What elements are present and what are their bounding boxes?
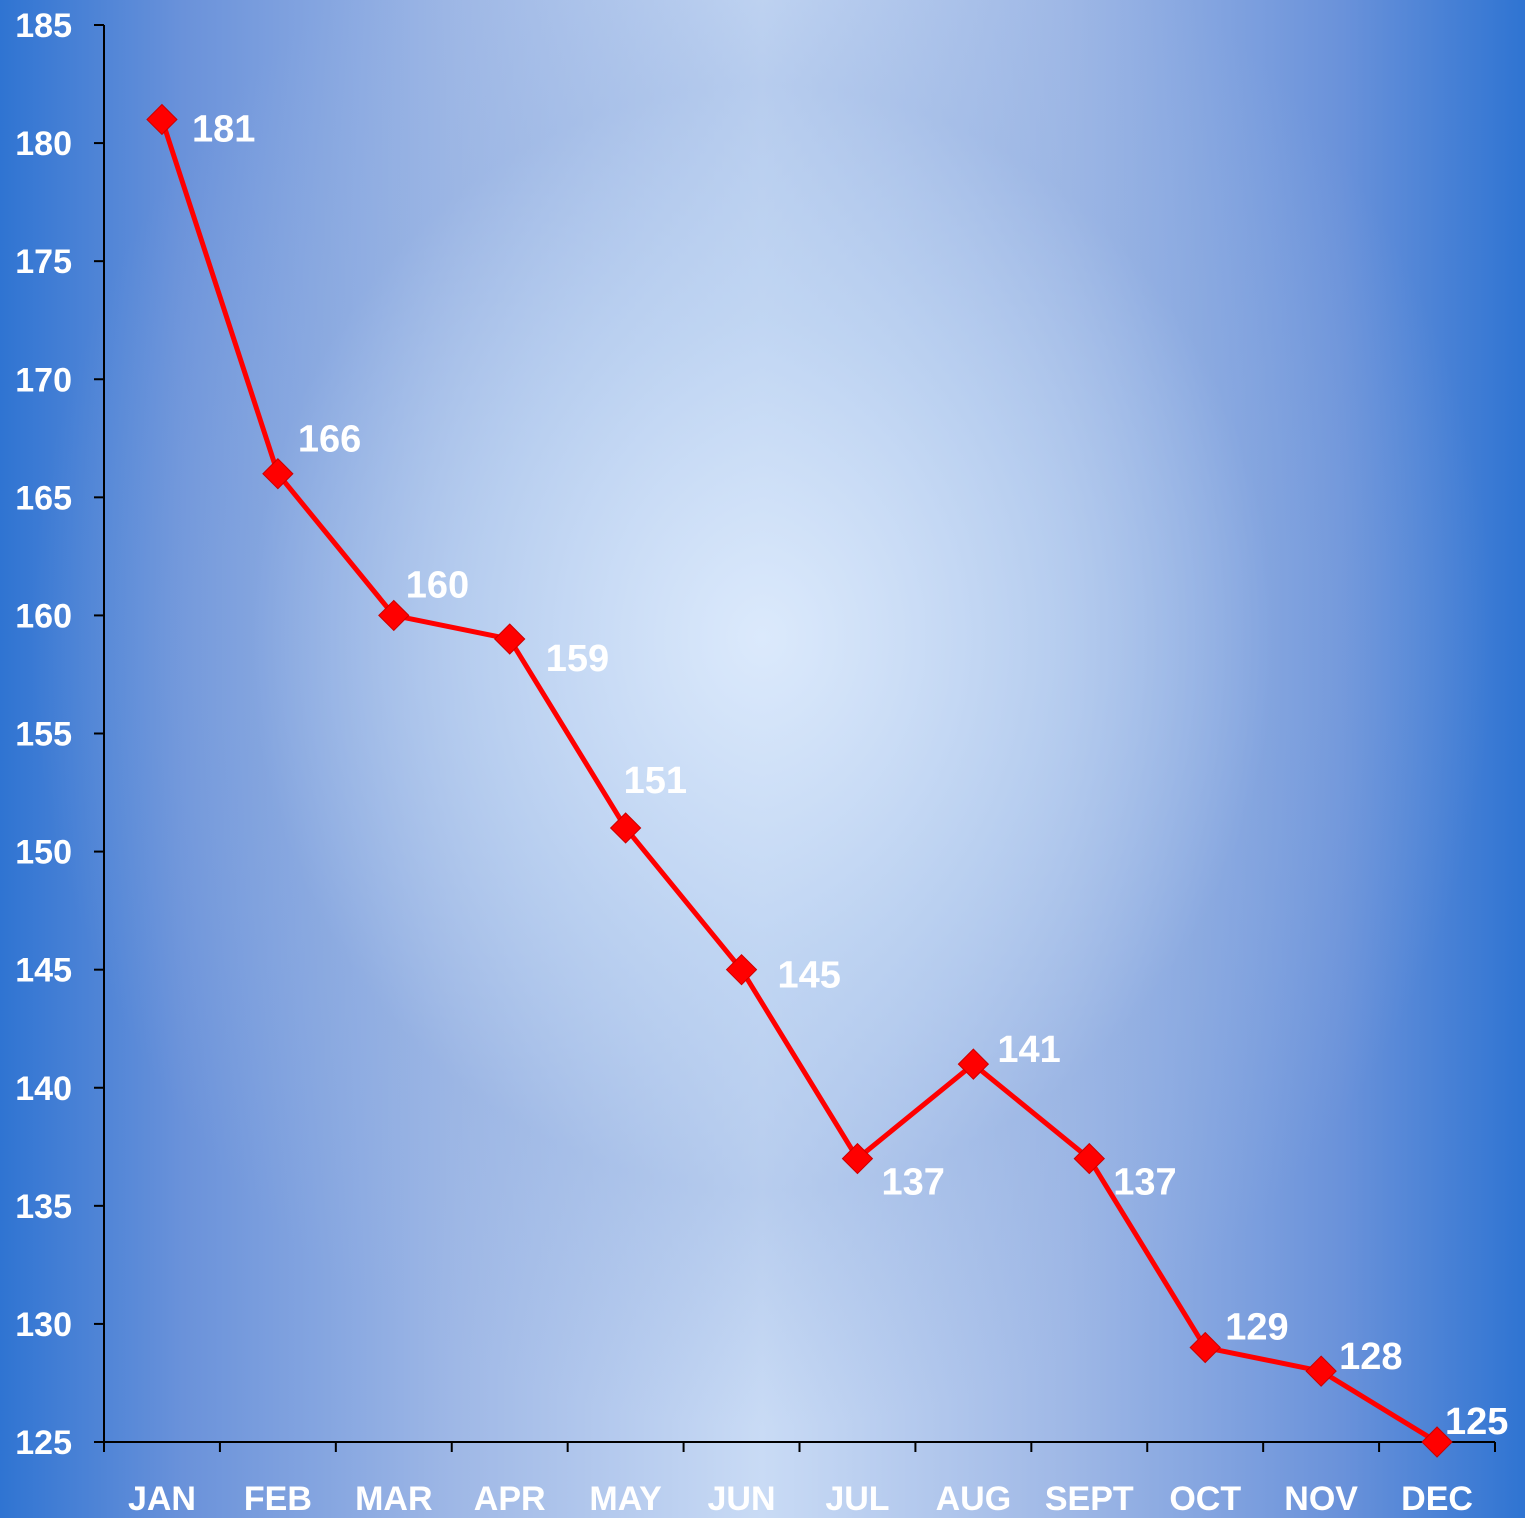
data-label: 145 xyxy=(778,955,841,997)
data-point-marker xyxy=(1073,1142,1105,1175)
x-tick-label: APR xyxy=(474,1480,546,1518)
data-point-marker xyxy=(1189,1331,1221,1364)
x-tick-label: JUN xyxy=(708,1480,776,1518)
series-line xyxy=(159,118,1439,1445)
y-tick-label: 185 xyxy=(15,7,72,45)
data-label: 128 xyxy=(1339,1336,1402,1378)
data-point-marker xyxy=(378,599,410,632)
x-tick-label: OCT xyxy=(1169,1480,1241,1518)
y-tick-label: 160 xyxy=(15,597,72,635)
y-tick-label: 175 xyxy=(15,243,72,281)
x-tick-label: JUL xyxy=(825,1480,889,1518)
y-tick-label: 130 xyxy=(15,1306,72,1344)
data-point-marker xyxy=(725,953,758,986)
axes: 125 130 135 140 145 150 155 160 165 170 175 180 185 J… xyxy=(15,7,1496,1518)
x-tick-label: DEC xyxy=(1401,1480,1473,1518)
data-label: 159 xyxy=(546,638,609,680)
data-point-marker xyxy=(609,812,642,844)
data-label: 181 xyxy=(192,108,255,150)
y-tick-label: 155 xyxy=(15,716,72,754)
data-label: 129 xyxy=(1225,1307,1288,1349)
y-tick-label: 150 xyxy=(15,834,72,872)
data-label: 125 xyxy=(1445,1401,1508,1443)
x-tick-label: FEB xyxy=(244,1480,312,1518)
y-tick-label: 145 xyxy=(15,952,72,990)
x-tick-label: AUG xyxy=(936,1480,1012,1518)
series-line-layer xyxy=(159,118,1439,1445)
data-label: 141 xyxy=(997,1029,1060,1071)
y-tick-label: 170 xyxy=(15,361,72,399)
data-point-marker xyxy=(841,1142,874,1175)
data-labels-layer: 181 166 160 159 151 145 137 141 137 129 128 125 xyxy=(192,108,1508,1443)
y-tick-label: 135 xyxy=(15,1188,72,1226)
data-label: 166 xyxy=(298,419,361,461)
data-point-marker xyxy=(146,103,178,136)
data-label: 137 xyxy=(1113,1162,1176,1204)
markers-layer xyxy=(146,103,1453,1458)
y-tick-label: 165 xyxy=(15,479,72,517)
x-tick-label: MAY xyxy=(589,1480,662,1518)
x-tick-label: JAN xyxy=(128,1480,196,1518)
y-tick-label: 125 xyxy=(15,1424,72,1462)
data-label: 137 xyxy=(881,1162,944,1204)
data-point-marker xyxy=(262,458,294,490)
y-tick-label: 180 xyxy=(15,125,72,163)
x-tick-label: SEPT xyxy=(1045,1480,1134,1518)
data-point-marker xyxy=(957,1048,990,1080)
data-point-marker xyxy=(1305,1355,1337,1387)
x-tick-label: MAR xyxy=(355,1480,432,1518)
x-tick-label: NOV xyxy=(1284,1480,1358,1518)
data-label: 160 xyxy=(406,564,469,606)
data-point-marker xyxy=(494,623,526,655)
y-tick-label: 140 xyxy=(15,1070,72,1108)
data-point-marker xyxy=(1421,1426,1453,1458)
data-label: 151 xyxy=(624,760,687,802)
